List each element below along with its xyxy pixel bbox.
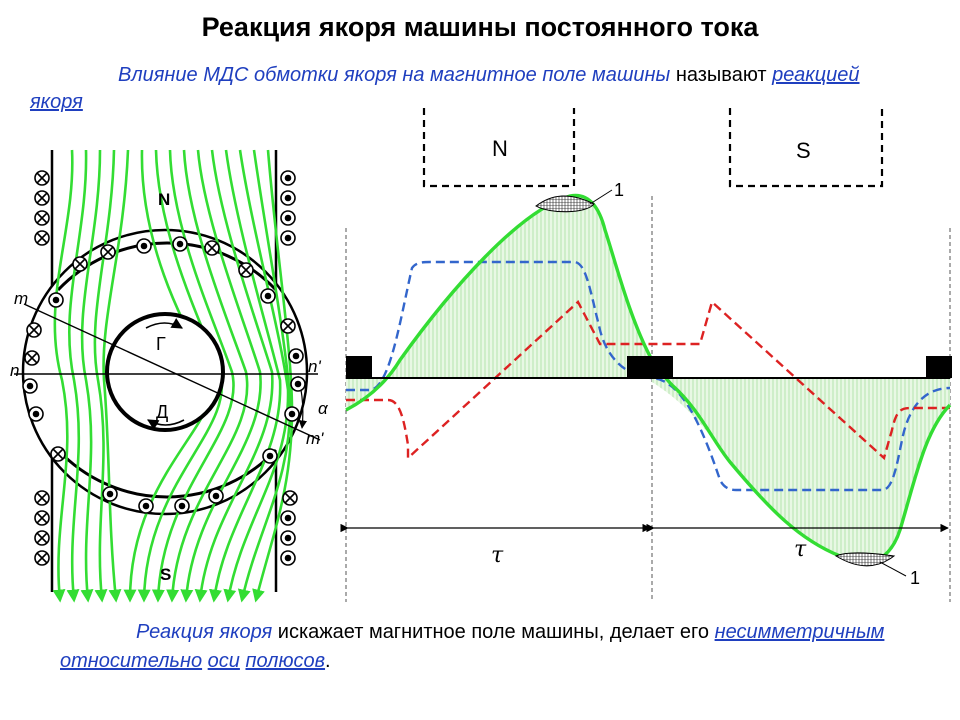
marker-top-leader — [589, 189, 613, 205]
label-motor: Д — [156, 402, 168, 422]
resultant-field-area-neg — [652, 378, 950, 563]
machine-pole-n-label: N — [158, 190, 170, 209]
label-alpha: α — [318, 399, 329, 418]
footer-text: Реакция якоря искажает магнитное поле ма… — [60, 618, 920, 676]
saturation-region-bottom — [834, 552, 896, 567]
graph-pole-n-box — [422, 108, 576, 188]
conductors-dot — [22, 170, 306, 566]
motor-rotation-arrow — [147, 419, 185, 430]
graph-pole-s-box — [728, 108, 884, 188]
label-generator: Г — [156, 334, 166, 354]
generator-rotation-arrow — [145, 318, 183, 329]
armature-mmf-curve — [346, 299, 950, 461]
tau-label-left: τ — [491, 543, 504, 568]
south-pole-shoe — [56, 448, 278, 499]
footer-link-poles[interactable]: полюсов — [245, 650, 326, 672]
resultant-field-area — [346, 195, 652, 410]
footer-body: искажает магнитное поле машины, делает е… — [272, 621, 715, 643]
label-n-prime: n' — [308, 357, 321, 376]
machine-drawing: N S m n n' m' α Г Д — [10, 149, 329, 603]
footer-link-relative[interactable]: относительно — [60, 650, 203, 672]
intro-definition: Влияние МДС обмотки якоря на магнитное п… — [118, 64, 671, 86]
footer-link-asymmetric[interactable]: несимметричным — [714, 621, 885, 643]
label-m: m — [14, 289, 28, 308]
armature-shaft — [105, 312, 225, 432]
axis-m-m — [23, 303, 321, 441]
saturation-region-top — [535, 195, 595, 213]
footer-link-axis[interactable]: оси — [207, 650, 240, 672]
machine-pole-s-label: S — [160, 565, 171, 584]
footer-end: . — [325, 650, 331, 672]
label-n: n — [10, 361, 19, 380]
marker-top-label: 1 — [614, 180, 624, 200]
graph-pole-s-label: S — [796, 138, 811, 163]
intro-text: Влияние МДС обмотки якоря на магнитное п… — [30, 62, 910, 116]
graph-pole-n-label: N — [492, 136, 508, 161]
intro-term-link[interactable]: реакцией якоря — [30, 64, 860, 113]
south-pole — [50, 448, 278, 592]
brush-left — [346, 356, 372, 378]
page-title: Реакция якоря машины постоянного тока — [201, 12, 759, 42]
marker-bottom-leader — [879, 561, 907, 577]
tau-label-right: τ — [794, 537, 807, 562]
field-distribution-graph: N S τ τ 1 1 — [340, 108, 952, 602]
conductors-cross — [24, 170, 298, 566]
brush-right — [926, 356, 952, 378]
footer-term: Реакция якоря — [136, 621, 273, 643]
marker-bottom-label: 1 — [910, 568, 920, 588]
brush-middle — [627, 356, 673, 378]
intro-connector: называют — [670, 64, 773, 86]
label-m-prime: m' — [306, 429, 324, 448]
